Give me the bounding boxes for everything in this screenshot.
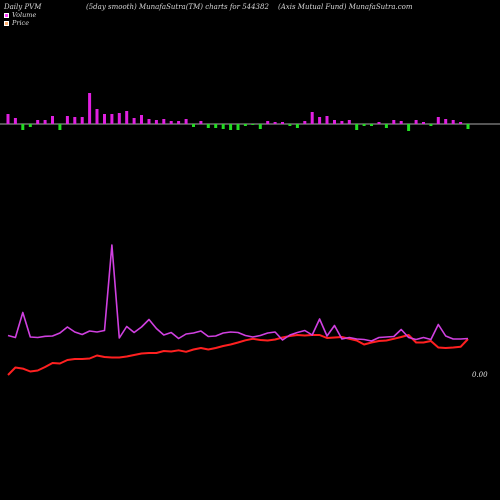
volume-bar: [384, 124, 388, 128]
price-end-label: 0.00: [472, 371, 488, 379]
volume-bar: [36, 120, 40, 124]
volume-bar: [466, 124, 470, 129]
legend-volume: Volume: [4, 11, 36, 19]
volume-bar: [333, 120, 336, 124]
volume-bar: [51, 116, 54, 124]
volume-bar: [184, 119, 188, 124]
volume-bar: [362, 124, 366, 126]
legend-price-label: Price: [12, 19, 30, 27]
volume-bar: [422, 122, 425, 124]
volume-bar: [140, 115, 143, 124]
volume-bar: [243, 124, 247, 126]
volume-bar: [377, 122, 381, 124]
volume-bar: [221, 124, 225, 129]
chart-header-middle: (5day smooth) MunafaSutra(TM) charts for…: [86, 3, 269, 11]
volume-bar: [236, 124, 240, 130]
volume-bar: [214, 124, 218, 128]
volume-bar: [444, 119, 448, 124]
volume-bar: [169, 121, 173, 124]
volume-bar: [325, 116, 329, 124]
volume-bar: [370, 124, 373, 126]
volume-bar: [125, 111, 129, 124]
volume-bar: [80, 117, 84, 124]
volume-bar: [88, 93, 92, 124]
volume-bar: [355, 124, 359, 130]
volume-bar: [65, 116, 69, 124]
volume-bar: [103, 114, 106, 124]
volume-bar: [229, 124, 233, 130]
chart-header-left: Daily PVM: [4, 3, 42, 11]
volume-bar: [206, 124, 210, 128]
volume-bar: [273, 122, 277, 124]
volume-bar: [6, 114, 10, 124]
volume-bar: [258, 124, 262, 129]
volume-bar: [132, 118, 136, 124]
smooth-price-line: [7, 244, 469, 342]
volume-bar: [451, 120, 455, 124]
volume-bar: [192, 124, 195, 127]
legend-volume-label: Volume: [12, 11, 37, 19]
volume-bar: [414, 120, 418, 124]
volume-bar: [199, 121, 203, 124]
volume-bar: [154, 120, 158, 124]
volume-bar: [251, 124, 255, 125]
volume-bar: [110, 114, 114, 124]
volume-bar: [43, 120, 47, 124]
volume-bar: [392, 120, 396, 124]
volume-bar: [13, 118, 17, 124]
price-swatch: [4, 20, 9, 26]
volume-bar: [58, 124, 62, 130]
volume-bar: [429, 124, 433, 126]
chart-header-right: (Axis Mutual Fund) MunafaSutra.com: [278, 3, 413, 11]
volume-bar: [266, 121, 270, 124]
volume-bar: [436, 117, 440, 124]
volume-bar: [459, 122, 463, 124]
volume-bar: [295, 124, 299, 128]
volume-bar: [117, 113, 121, 124]
volume-bar: [288, 124, 292, 126]
legend-price: Price: [4, 19, 29, 27]
volume-bar: [318, 117, 322, 124]
volume-bar: [28, 124, 32, 127]
volume-bar: [399, 121, 403, 124]
volume-bar: [162, 119, 166, 124]
volume-bar: [347, 120, 351, 124]
volume-bar: [147, 119, 151, 124]
volume-bar: [310, 112, 314, 124]
volume-bar: [21, 124, 25, 130]
volume-bar: [95, 109, 99, 124]
volume-bar: [340, 121, 344, 124]
volume-swatch: [4, 12, 9, 18]
volume-bar: [177, 121, 181, 124]
volume-bar: [407, 124, 411, 131]
price-line: [7, 334, 469, 376]
volume-bar: [281, 122, 284, 124]
volume-bar: [303, 121, 307, 124]
volume-bar: [73, 117, 77, 124]
